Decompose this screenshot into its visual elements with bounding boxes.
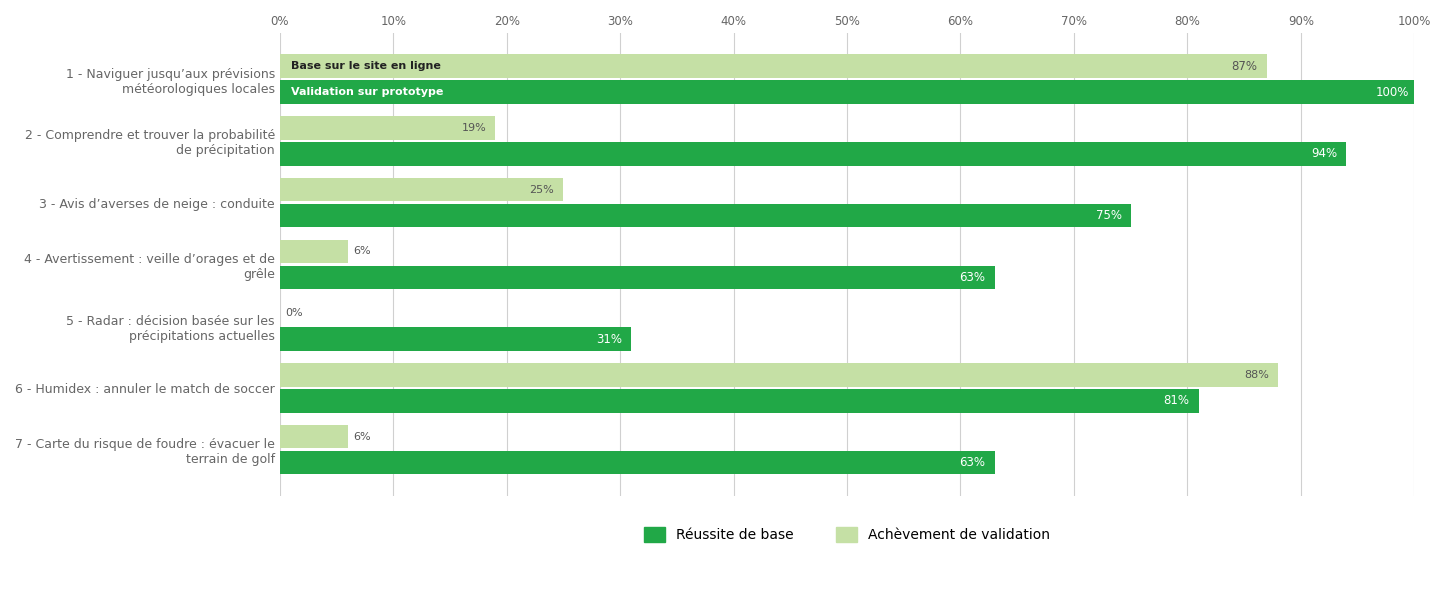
Bar xyxy=(279,451,995,474)
Text: 63%: 63% xyxy=(960,456,985,469)
Text: 75%: 75% xyxy=(1096,209,1122,222)
Bar xyxy=(279,239,348,263)
Bar xyxy=(279,55,1267,78)
Text: 81%: 81% xyxy=(1164,394,1190,407)
Bar xyxy=(279,178,564,202)
Text: 25%: 25% xyxy=(529,185,554,194)
Text: 94%: 94% xyxy=(1312,148,1338,160)
Text: 63%: 63% xyxy=(960,271,985,284)
Bar xyxy=(279,142,1346,166)
Bar xyxy=(279,389,1199,413)
Text: 6%: 6% xyxy=(353,431,372,442)
Legend: Réussite de base, Achèvement de validation: Réussite de base, Achèvement de validati… xyxy=(638,520,1057,549)
Bar xyxy=(279,363,1278,386)
Bar xyxy=(279,266,995,289)
Text: 0%: 0% xyxy=(285,308,304,318)
Bar xyxy=(279,116,496,140)
Bar xyxy=(279,425,348,448)
Text: 6%: 6% xyxy=(353,247,372,256)
Text: Validation sur prototype: Validation sur prototype xyxy=(291,87,444,97)
Text: 31%: 31% xyxy=(596,332,622,346)
Bar xyxy=(279,80,1414,104)
Text: 88%: 88% xyxy=(1244,370,1270,380)
Text: 87%: 87% xyxy=(1232,59,1258,73)
Bar xyxy=(279,328,632,351)
Bar xyxy=(279,204,1131,227)
Text: 19%: 19% xyxy=(461,123,486,133)
Text: 100%: 100% xyxy=(1375,86,1408,98)
Text: Base sur le site en ligne: Base sur le site en ligne xyxy=(291,61,441,71)
